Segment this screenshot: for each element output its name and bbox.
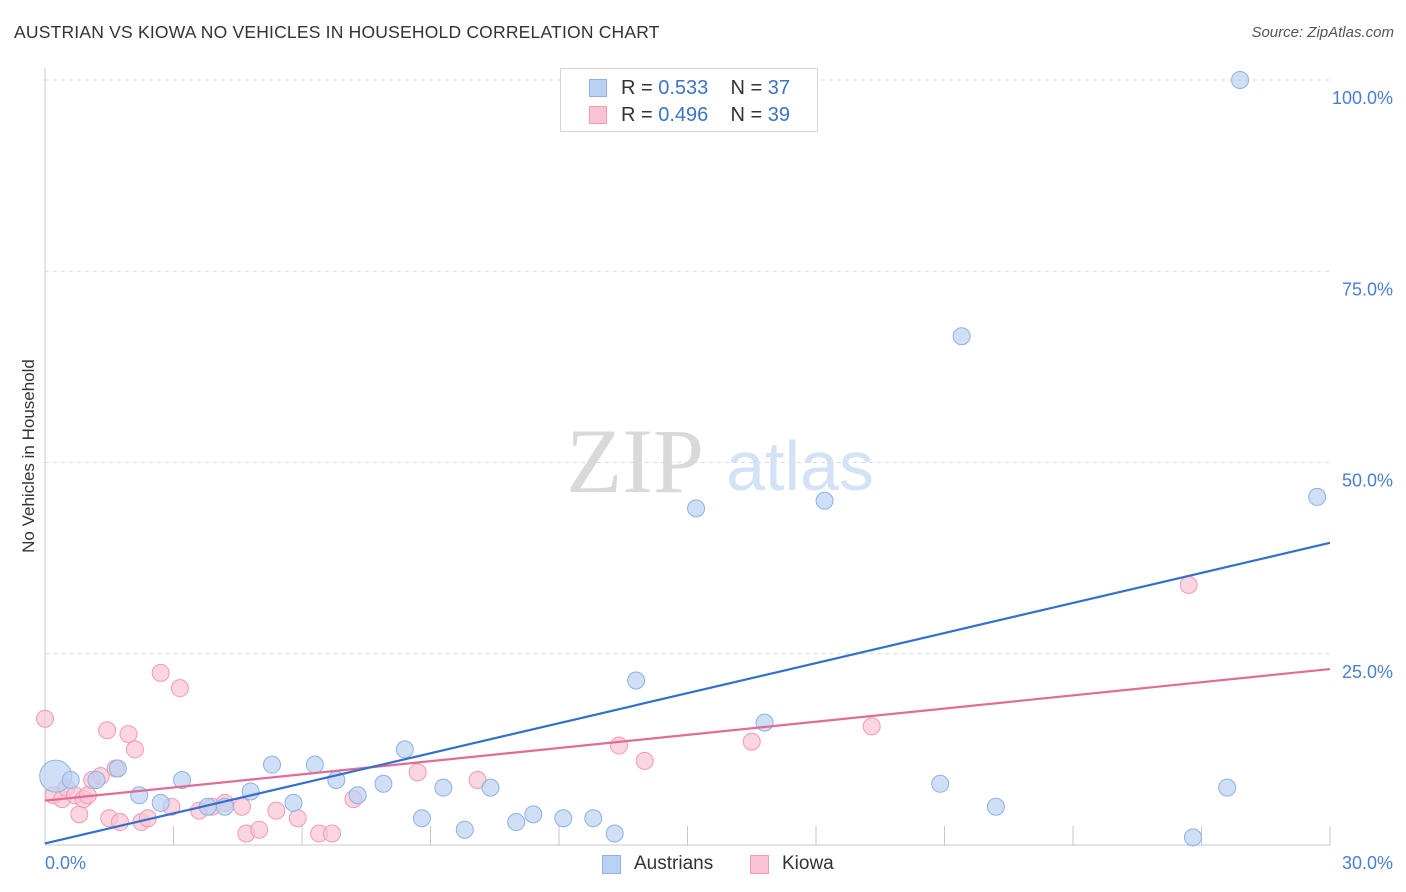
austrians-point-23: [554, 809, 573, 828]
kiowa-point-20: [170, 679, 189, 698]
legend-n-label: N =: [730, 104, 768, 126]
kiowa-point-26: [250, 820, 269, 839]
austrians-point-35: [1231, 71, 1250, 89]
austrians-points: [39, 71, 1327, 847]
austrians-point-5: [151, 793, 170, 812]
austrians-trend-line: [44, 541, 1331, 845]
kiowa-point-38: [1179, 575, 1198, 594]
austrians-point-21: [507, 813, 526, 832]
kiowa-point-0: [36, 709, 54, 728]
swatch-austrians: [602, 855, 621, 874]
austrians-point-1: [61, 770, 80, 789]
y-tick-label-1: 50.0%: [1342, 471, 1393, 491]
legend-r-value: 0.496: [658, 104, 709, 126]
kiowa-point-36: [742, 732, 761, 751]
kiowa-point-14: [119, 725, 138, 744]
watermark-atlas: atlas: [726, 427, 874, 505]
kiowa-point-34: [609, 736, 628, 755]
austrians-point-14: [348, 786, 367, 805]
legend-n-value: 37: [767, 77, 791, 99]
austrians-point-11: [284, 793, 303, 812]
austrians-point-32: [986, 797, 1005, 816]
austrians-point-17: [412, 809, 431, 828]
kiowa-point-5: [70, 805, 89, 824]
legend-n-value: 39: [767, 104, 791, 126]
austrians-point-34: [1218, 778, 1237, 797]
austrians-point-3: [108, 759, 127, 778]
grid: [45, 79, 1330, 655]
austrians-point-20: [481, 778, 500, 797]
austrians-point-10: [263, 755, 282, 774]
series-label-kiowa: Kiowa: [782, 853, 834, 874]
austrians-point-27: [687, 499, 706, 518]
austrians-point-19: [455, 820, 474, 839]
legend-r-label: R =: [621, 104, 659, 126]
kiowa-point-30: [322, 824, 341, 843]
legend-swatch-kiowa: [589, 106, 607, 124]
y-axis-label: No Vehicles in Household: [19, 359, 38, 553]
legend-r-label: R =: [621, 77, 659, 99]
kiowa-point-35: [635, 751, 654, 770]
kiowa-trend-line: [44, 667, 1331, 802]
austrians-point-18: [434, 778, 453, 797]
series-label-austrians: Austrians: [634, 853, 714, 874]
austrians-point-15: [374, 774, 393, 793]
austrians-point-30: [931, 774, 950, 793]
austrians-point-26: [627, 671, 646, 690]
kiowa-point-10: [98, 721, 117, 740]
austrians-point-2: [87, 770, 106, 789]
legend-r-value: 0.533: [658, 77, 709, 99]
austrians-point-36: [1308, 487, 1327, 506]
swatch-kiowa: [750, 855, 769, 874]
kiowa-point-32: [408, 763, 427, 782]
x-tick-label-max: 30.0%: [1342, 853, 1393, 873]
austrians-point-33: [1183, 828, 1202, 847]
source-credit: Source: ZipAtlas.com: [1251, 24, 1394, 41]
y-tick-label-2: 75.0%: [1342, 279, 1393, 299]
kiowa-point-37: [862, 717, 881, 736]
chart-title: AUSTRIAN VS KIOWA NO VEHICLES IN HOUSEHO…: [14, 22, 660, 42]
x-tick-label-min: 0.0%: [45, 853, 86, 873]
y-tick-label-3: 100.0%: [1332, 88, 1393, 108]
series-legend: Austrians Kiowa: [0, 852, 1406, 878]
kiowa-point-24: [233, 797, 252, 816]
watermark-zip: ZIP: [566, 410, 704, 512]
kiowa-point-18: [151, 663, 170, 682]
austrians-point-31: [952, 327, 971, 346]
austrians-point-25: [605, 824, 624, 843]
austrians-point-22: [524, 805, 543, 824]
austrians-point-24: [584, 809, 603, 828]
austrians-point-16: [395, 740, 414, 759]
austrians-point-12: [305, 755, 324, 774]
austrians-point-29: [815, 491, 834, 510]
kiowa-point-28: [288, 809, 307, 828]
tick-labels: 25.0% 50.0% 75.0% 100.0% 0.0% 30.0%: [45, 88, 1393, 873]
y-tick-label-0: 25.0%: [1342, 662, 1393, 682]
kiowa-point-27: [267, 801, 286, 820]
legend: R = 0.533 N = 37 R = 0.496 N = 39: [560, 68, 818, 132]
watermark: ZIP atlas: [566, 410, 874, 512]
legend-n-label: N =: [730, 77, 768, 99]
kiowa-point-15: [125, 740, 144, 759]
austrians-point-6: [173, 770, 192, 789]
legend-swatch-austrians: [589, 79, 607, 97]
trend-lines: [44, 541, 1331, 845]
